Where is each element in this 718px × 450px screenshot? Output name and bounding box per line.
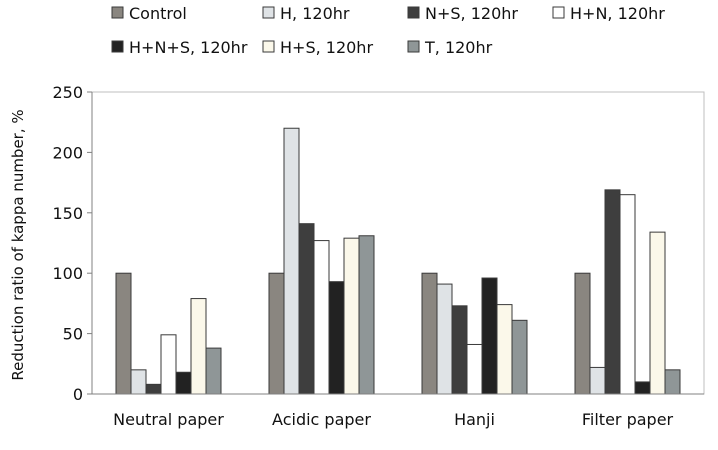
- bar: [451, 305, 468, 395]
- bar: [328, 281, 345, 395]
- bar: [634, 381, 651, 395]
- bar: [436, 283, 453, 395]
- legend-swatch: [262, 40, 275, 53]
- legend-swatch: [262, 6, 275, 19]
- bar: [175, 371, 192, 395]
- bar: [649, 231, 666, 395]
- bar: [145, 383, 162, 395]
- x-tick-label: Filter paper: [582, 410, 674, 429]
- y-tick-label: 250: [52, 83, 83, 102]
- legend-label: T, 120hr: [424, 38, 493, 57]
- bar: [298, 223, 315, 395]
- bar: [496, 304, 513, 395]
- x-axis: Neutral paper Acidic paper Hanji Filter pap…: [92, 393, 704, 429]
- bar: [466, 343, 483, 395]
- y-tick-label: 200: [52, 143, 83, 162]
- legend-swatch: [552, 6, 565, 19]
- legend-item: Control: [111, 4, 187, 23]
- bar: [268, 272, 285, 395]
- legend-label: N+S, 120hr: [425, 4, 518, 23]
- bar: [481, 277, 498, 395]
- y-tick-label: 100: [52, 264, 83, 283]
- bar: [283, 127, 300, 395]
- bar-group: [115, 272, 222, 395]
- legend-swatch: [111, 40, 124, 53]
- legend-swatch: [111, 6, 124, 19]
- legend-item: T, 120hr: [407, 38, 493, 57]
- legend-label: H, 120hr: [280, 4, 350, 23]
- legend-item: H+S, 120hr: [262, 38, 373, 57]
- bar-group: [268, 127, 375, 395]
- y-axis-title: Reduction ratio of kappa number, %: [9, 109, 27, 380]
- bar: [130, 369, 147, 395]
- legend-label: H+N+S, 120hr: [129, 38, 248, 57]
- legend-label: H+N, 120hr: [570, 4, 665, 23]
- bar: [664, 369, 681, 395]
- bar: [160, 334, 177, 395]
- bars: [115, 127, 681, 395]
- y-tick-label: 0: [73, 385, 83, 404]
- bar-group: [574, 189, 681, 395]
- bar: [421, 272, 438, 395]
- legend-label: Control: [129, 4, 187, 23]
- x-tick-label: Neutral paper: [113, 410, 224, 429]
- legend-item: N+S, 120hr: [407, 4, 518, 23]
- legend: Control H, 120hr N+S, 120hr H+N, 120hr H+N+S…: [111, 4, 665, 57]
- bar-group: [421, 272, 528, 395]
- x-tick-label: Hanji: [454, 410, 495, 429]
- legend-swatch: [407, 6, 420, 19]
- y-tick-label: 50: [63, 325, 83, 344]
- x-tick-label: Acidic paper: [272, 410, 371, 429]
- bar: [115, 272, 132, 395]
- bar: [190, 298, 207, 395]
- legend-item: H+N, 120hr: [552, 4, 665, 23]
- bar: [619, 194, 636, 395]
- bar: [313, 240, 330, 395]
- legend-item: H, 120hr: [262, 4, 350, 23]
- legend-label: H+S, 120hr: [280, 38, 373, 57]
- bar: [574, 272, 591, 395]
- bar: [589, 366, 606, 395]
- legend-item: H+N+S, 120hr: [111, 38, 248, 57]
- y-tick-label: 150: [52, 204, 83, 223]
- bar: [343, 237, 360, 395]
- legend-swatch: [407, 40, 420, 53]
- y-axis: 0 50 100 150 200 250: [52, 83, 93, 404]
- bar: [205, 347, 222, 395]
- bar: [511, 319, 528, 395]
- bar: [604, 189, 621, 395]
- bar: [358, 235, 375, 395]
